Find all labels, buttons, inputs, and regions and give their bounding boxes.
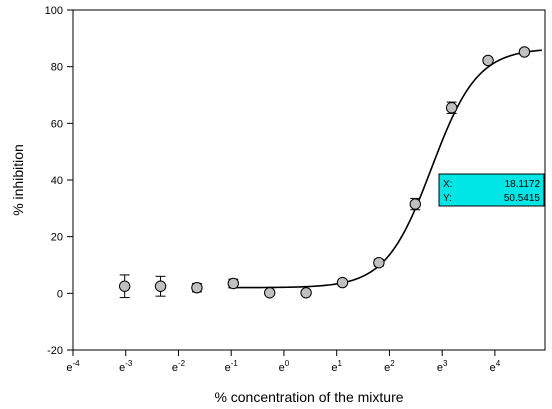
data-marker	[336, 276, 349, 289]
data-point	[191, 281, 203, 294]
x-axis: e-4 e-3 e-2 e-1 e0 e1 e2 e3 e4	[66, 350, 501, 374]
data-marker	[373, 257, 385, 269]
data-marker	[445, 102, 458, 114]
data-point	[445, 101, 458, 114]
data-tooltip: X: 18.1172 Y: 50.5415	[438, 173, 545, 207]
y-tick-label: 80	[51, 62, 63, 74]
data-marker	[482, 54, 494, 67]
data-marker	[118, 280, 131, 292]
x-tick-label: e3	[437, 359, 448, 374]
y-tick-label: 60	[51, 118, 63, 130]
data-point	[518, 46, 531, 58]
data-point	[227, 277, 240, 290]
data-marker	[264, 287, 276, 299]
y-axis: -20 0 20 40 60 80 100	[45, 5, 73, 357]
x-tick-label: e-1	[225, 359, 239, 374]
tooltip-x-label: X:	[443, 179, 452, 190]
data-point	[482, 54, 494, 67]
data-point	[264, 287, 276, 299]
y-tick-label: -20	[47, 345, 63, 357]
y-tick-label: 20	[51, 232, 63, 244]
data-point	[118, 274, 131, 299]
y-tick-label: 0	[57, 288, 63, 300]
data-point	[300, 287, 312, 299]
tooltip-y-value: 50.5415	[504, 193, 541, 204]
x-tick-label: e-4	[66, 359, 80, 374]
data-marker	[518, 46, 531, 58]
y-tick-label: 100	[45, 5, 63, 17]
x-axis-title: % concentration of the mixture	[214, 389, 403, 405]
tooltip-box	[438, 173, 545, 207]
data-marker	[227, 277, 240, 290]
tooltip-y-label: Y:	[443, 193, 452, 204]
x-tick-label: e-2	[172, 359, 186, 374]
data-marker	[191, 281, 203, 294]
y-tick-label: 40	[51, 175, 63, 187]
x-tick-label: e4	[490, 359, 501, 374]
data-point	[409, 197, 421, 211]
data-point	[154, 275, 167, 297]
data-point	[373, 257, 385, 269]
x-tick-label: e2	[384, 359, 395, 374]
plot-area	[118, 46, 542, 299]
data-marker	[409, 198, 421, 210]
y-axis-title: % inhibition	[10, 144, 26, 216]
data-marker	[300, 287, 312, 299]
data-point	[336, 276, 349, 289]
x-tick-label: e1	[331, 359, 342, 374]
tooltip-x-value: 18.1172	[505, 179, 541, 190]
x-tick-label: e-3	[119, 359, 133, 374]
data-marker	[154, 280, 167, 292]
x-tick-label: e0	[279, 359, 290, 374]
fit-curve	[228, 49, 542, 289]
